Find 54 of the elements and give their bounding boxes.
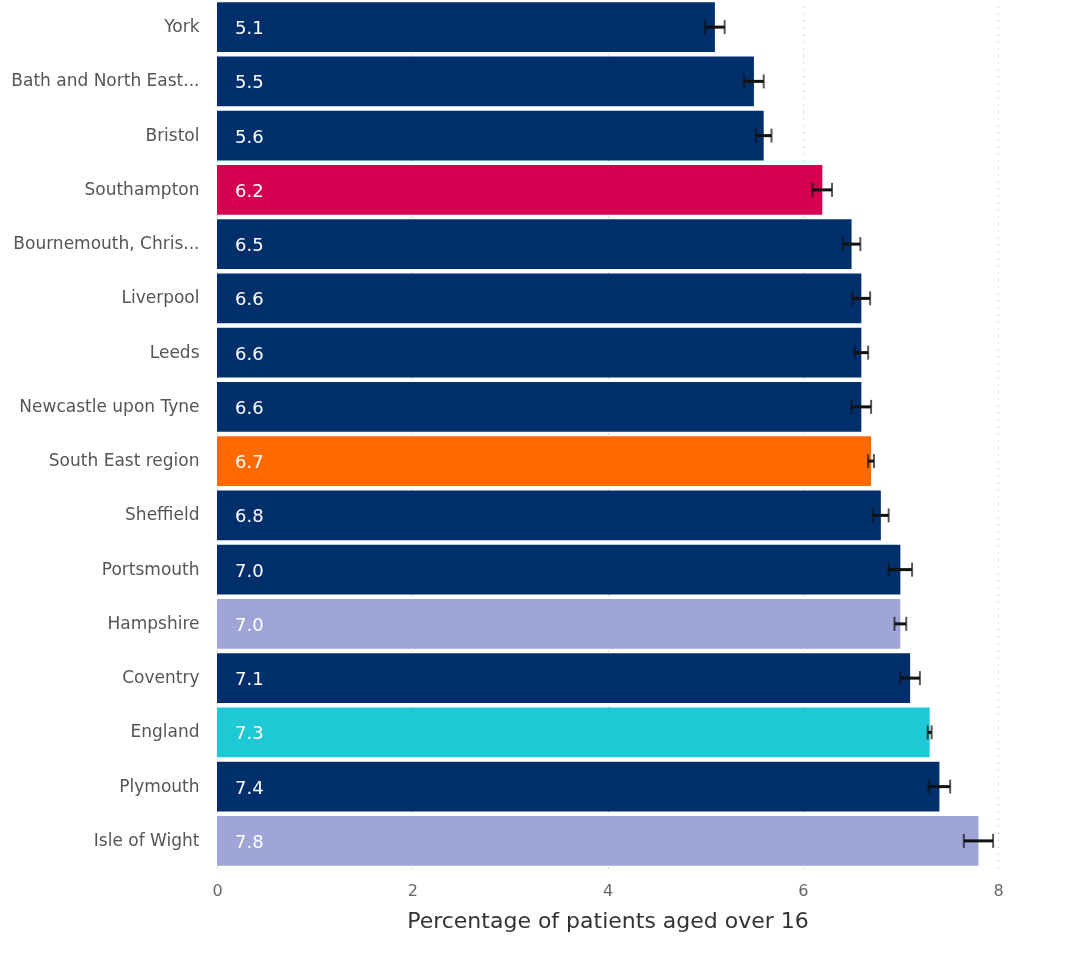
y-tick-label: Bournemouth, Chris... [13, 233, 200, 254]
x-tick-label: 0 [212, 880, 223, 900]
y-tick-label: Plymouth [119, 775, 200, 796]
bar [217, 436, 872, 487]
bar [217, 164, 823, 215]
data-label: 7.0 [235, 613, 264, 635]
bar [217, 707, 930, 758]
x-axis-title: Percentage of patients aged over 16 [407, 907, 809, 933]
x-tick-label: 4 [602, 880, 614, 900]
y-tick-label: Coventry [122, 667, 200, 688]
bar [217, 273, 862, 324]
data-label: 6.7 [235, 451, 264, 473]
y-tick-label: Isle of Wight [93, 829, 200, 850]
data-label: 6.6 [235, 288, 264, 310]
bar [217, 598, 901, 649]
data-label: 7.4 [235, 776, 264, 798]
y-tick-label: Leeds [149, 341, 200, 362]
y-tick-label: Southampton [84, 178, 200, 199]
bar [217, 653, 911, 704]
y-tick-label: Liverpool [121, 287, 200, 308]
bar [217, 761, 940, 812]
x-tick-label: 8 [993, 880, 1004, 900]
data-label: 7.8 [235, 830, 264, 852]
data-label: 6.6 [235, 396, 264, 418]
data-label: 7.1 [235, 668, 264, 690]
bar [217, 2, 715, 53]
y-tick-label: Bristol [145, 124, 200, 145]
data-label: 6.6 [235, 342, 264, 364]
y-tick-label: Bath and North East... [11, 70, 200, 91]
bar [217, 490, 881, 541]
y-tick-label: Sheffield [125, 504, 200, 525]
bar [217, 219, 852, 270]
data-label: 7.3 [235, 722, 264, 744]
bar [217, 56, 754, 107]
bar [217, 544, 901, 595]
bar [217, 381, 862, 432]
data-label: 5.6 [235, 125, 264, 147]
x-tick-label: 2 [407, 880, 418, 900]
y-tick-label: South East region [48, 450, 200, 471]
data-label: 7.0 [235, 559, 264, 581]
data-label: 6.5 [235, 234, 264, 256]
bar [217, 110, 764, 161]
bar [217, 327, 862, 378]
data-label: 6.8 [235, 505, 264, 527]
y-tick-label: York [163, 16, 200, 37]
data-label: 5.5 [235, 71, 264, 93]
y-tick-label: Hampshire [107, 612, 200, 633]
data-label: 5.1 [235, 17, 264, 39]
y-tick-label: Portsmouth [101, 558, 200, 579]
data-label: 6.2 [235, 179, 264, 201]
bar [217, 815, 979, 866]
x-tick-label: 6 [798, 880, 809, 900]
y-tick-label: Newcastle upon Tyne [19, 395, 200, 416]
y-tick-label: England [130, 721, 200, 742]
